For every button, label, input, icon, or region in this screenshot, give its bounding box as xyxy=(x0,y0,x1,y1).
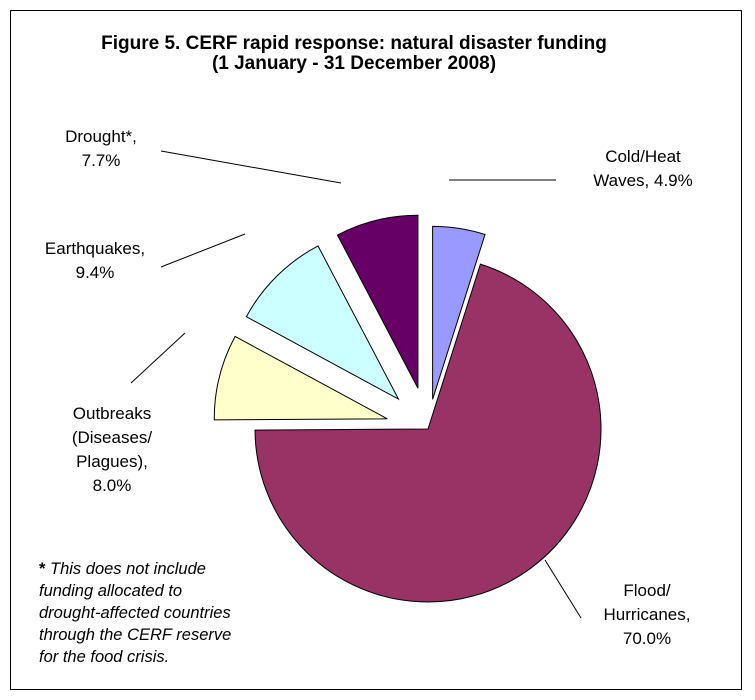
pie-slice xyxy=(213,335,388,421)
pie-slice xyxy=(336,214,419,389)
footnote-line: through the CERF reserve xyxy=(39,626,231,644)
leader-lines xyxy=(130,150,582,619)
chart-frame: Figure 5. CERF rapid response: natural d… xyxy=(10,10,742,690)
pie-slice xyxy=(254,263,602,603)
pie-slice xyxy=(245,245,400,401)
chart-subtitle: (1 January - 31 December 2008) xyxy=(212,53,496,74)
slice-label: Flood/Hurricanes, 70.0% xyxy=(604,581,691,648)
leader-line xyxy=(160,233,246,268)
leader-line xyxy=(130,332,186,384)
slice-label: Earthquakes, 9.4% xyxy=(45,239,145,282)
pie-slice xyxy=(432,225,486,400)
slice-label: Outbreaks (Diseases/Plagues), 8.0% xyxy=(72,404,153,495)
pie-slices xyxy=(213,214,602,603)
slice-labels: Cold/Heat Waves, 4.9% Flood/Hurricanes, 70.… xyxy=(45,127,693,648)
chart-title: Figure 5. CERF rapid response: natural d… xyxy=(101,33,607,54)
footnote-line: for the food crisis. xyxy=(39,648,169,666)
pie-chart: Figure 5. CERF rapid response: natural d… xyxy=(39,33,693,666)
footnote-line: drought-affected countries xyxy=(39,604,231,622)
slice-label: Cold/Heat Waves, 4.9% xyxy=(593,147,693,190)
leader-line xyxy=(160,150,342,184)
leader-line xyxy=(544,559,582,619)
footnote-line: * This does not include xyxy=(39,560,206,578)
slice-label: Drought*, 7.7% xyxy=(65,127,137,170)
footnote: * This does not include funding allocated… xyxy=(39,560,231,666)
footnote-line: funding allocated to xyxy=(39,582,182,600)
